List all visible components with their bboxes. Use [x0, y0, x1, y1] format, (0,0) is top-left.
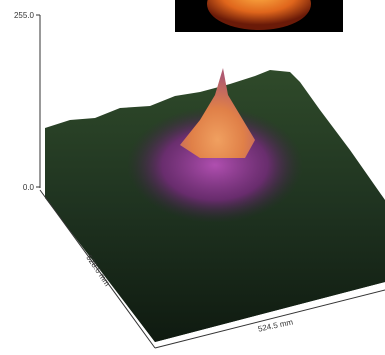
z-tick-label: 0.0 [23, 183, 35, 192]
z-tick-label: 255.0 [14, 11, 35, 20]
surface [45, 68, 385, 342]
axes [39, 15, 385, 349]
x-axis-label: 524.5 mm [257, 317, 294, 333]
preview-image [175, 0, 343, 32]
